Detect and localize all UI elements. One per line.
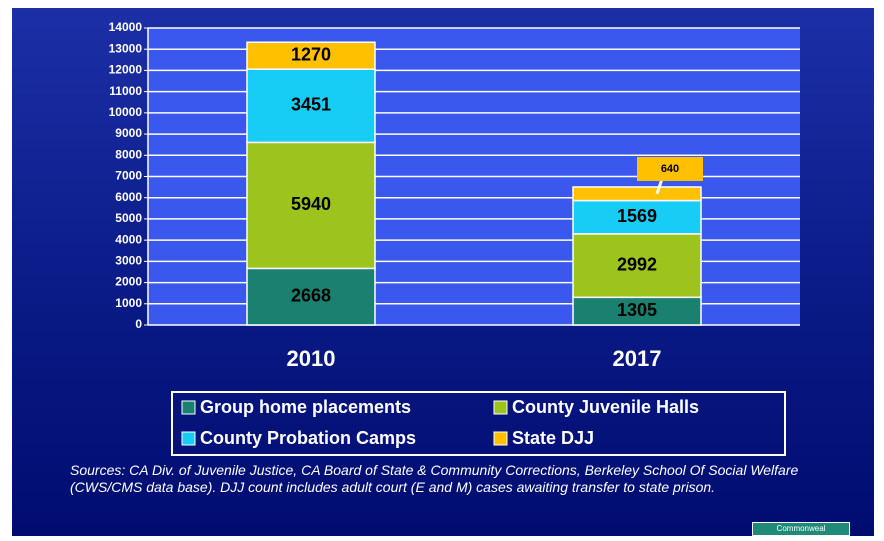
- bar-segment: [246, 141, 376, 270]
- y-tick-label: 11000: [109, 84, 142, 98]
- y-tick-label: 7000: [115, 169, 142, 183]
- bar-segment: [246, 41, 376, 70]
- y-tick-label: 3000: [115, 254, 142, 268]
- y-tick-label: 0: [135, 317, 142, 331]
- bar-segment: [572, 296, 702, 326]
- legend-box: [171, 391, 786, 456]
- logo-badge: Commonweal: [752, 522, 850, 536]
- bar-segment: [572, 186, 702, 202]
- value-label: 2668: [291, 285, 331, 305]
- value-label: 1305: [617, 300, 657, 320]
- value-label: 5940: [291, 194, 331, 214]
- y-tick-label: 1000: [115, 296, 142, 310]
- bar-segment: [246, 68, 376, 144]
- bar-segment: [572, 233, 702, 299]
- y-tick-label: 8000: [115, 147, 142, 161]
- value-label: 1270: [291, 44, 331, 64]
- bar-segment: [246, 267, 376, 326]
- legend-label: State DJJ: [512, 428, 594, 448]
- legend-label: County Probation Camps: [200, 428, 416, 448]
- x-tick-label: 2010: [287, 346, 336, 371]
- legend-swatch: [493, 431, 508, 446]
- legend-label: Group home placements: [200, 397, 411, 417]
- callout-line: [655, 178, 664, 195]
- y-tick-label: 12000: [109, 63, 143, 77]
- callout-box: [637, 156, 703, 181]
- legend-swatch: [493, 400, 508, 415]
- source-note: Sources: CA Div. of Juvenile Justice, CA…: [70, 462, 799, 495]
- value-label: 3451: [291, 95, 331, 115]
- y-tick-label: 2000: [115, 275, 142, 289]
- x-tick-label: 2017: [613, 346, 662, 371]
- y-tick-label: 9000: [115, 126, 142, 140]
- y-tick-label: 14000: [109, 20, 143, 34]
- legend-swatch: [181, 431, 196, 446]
- legend-label: County Juvenile Halls: [512, 397, 699, 417]
- y-tick-label: 6000: [115, 190, 142, 204]
- value-label: 640: [661, 163, 679, 175]
- y-tick-label: 10000: [109, 105, 143, 119]
- value-label: 1569: [617, 206, 657, 226]
- y-tick-label: 5000: [115, 211, 142, 225]
- value-label: 2992: [617, 254, 657, 274]
- y-tick-label: 4000: [115, 232, 142, 246]
- legend-swatch: [181, 400, 196, 415]
- y-tick-label: 13000: [109, 41, 143, 55]
